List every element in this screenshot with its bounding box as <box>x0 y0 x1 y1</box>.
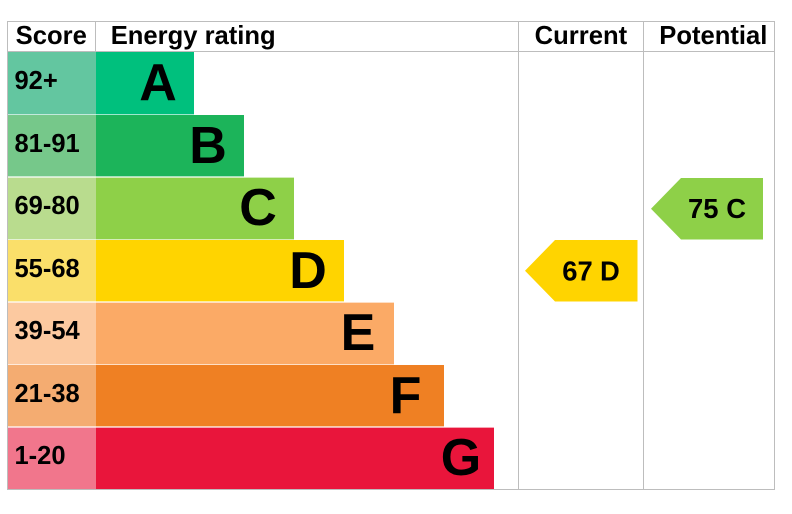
svg-text:D: D <box>600 256 620 287</box>
svg-text:C: C <box>726 193 746 224</box>
svg-text:67: 67 <box>562 256 592 287</box>
svg-text:75: 75 <box>688 193 718 224</box>
